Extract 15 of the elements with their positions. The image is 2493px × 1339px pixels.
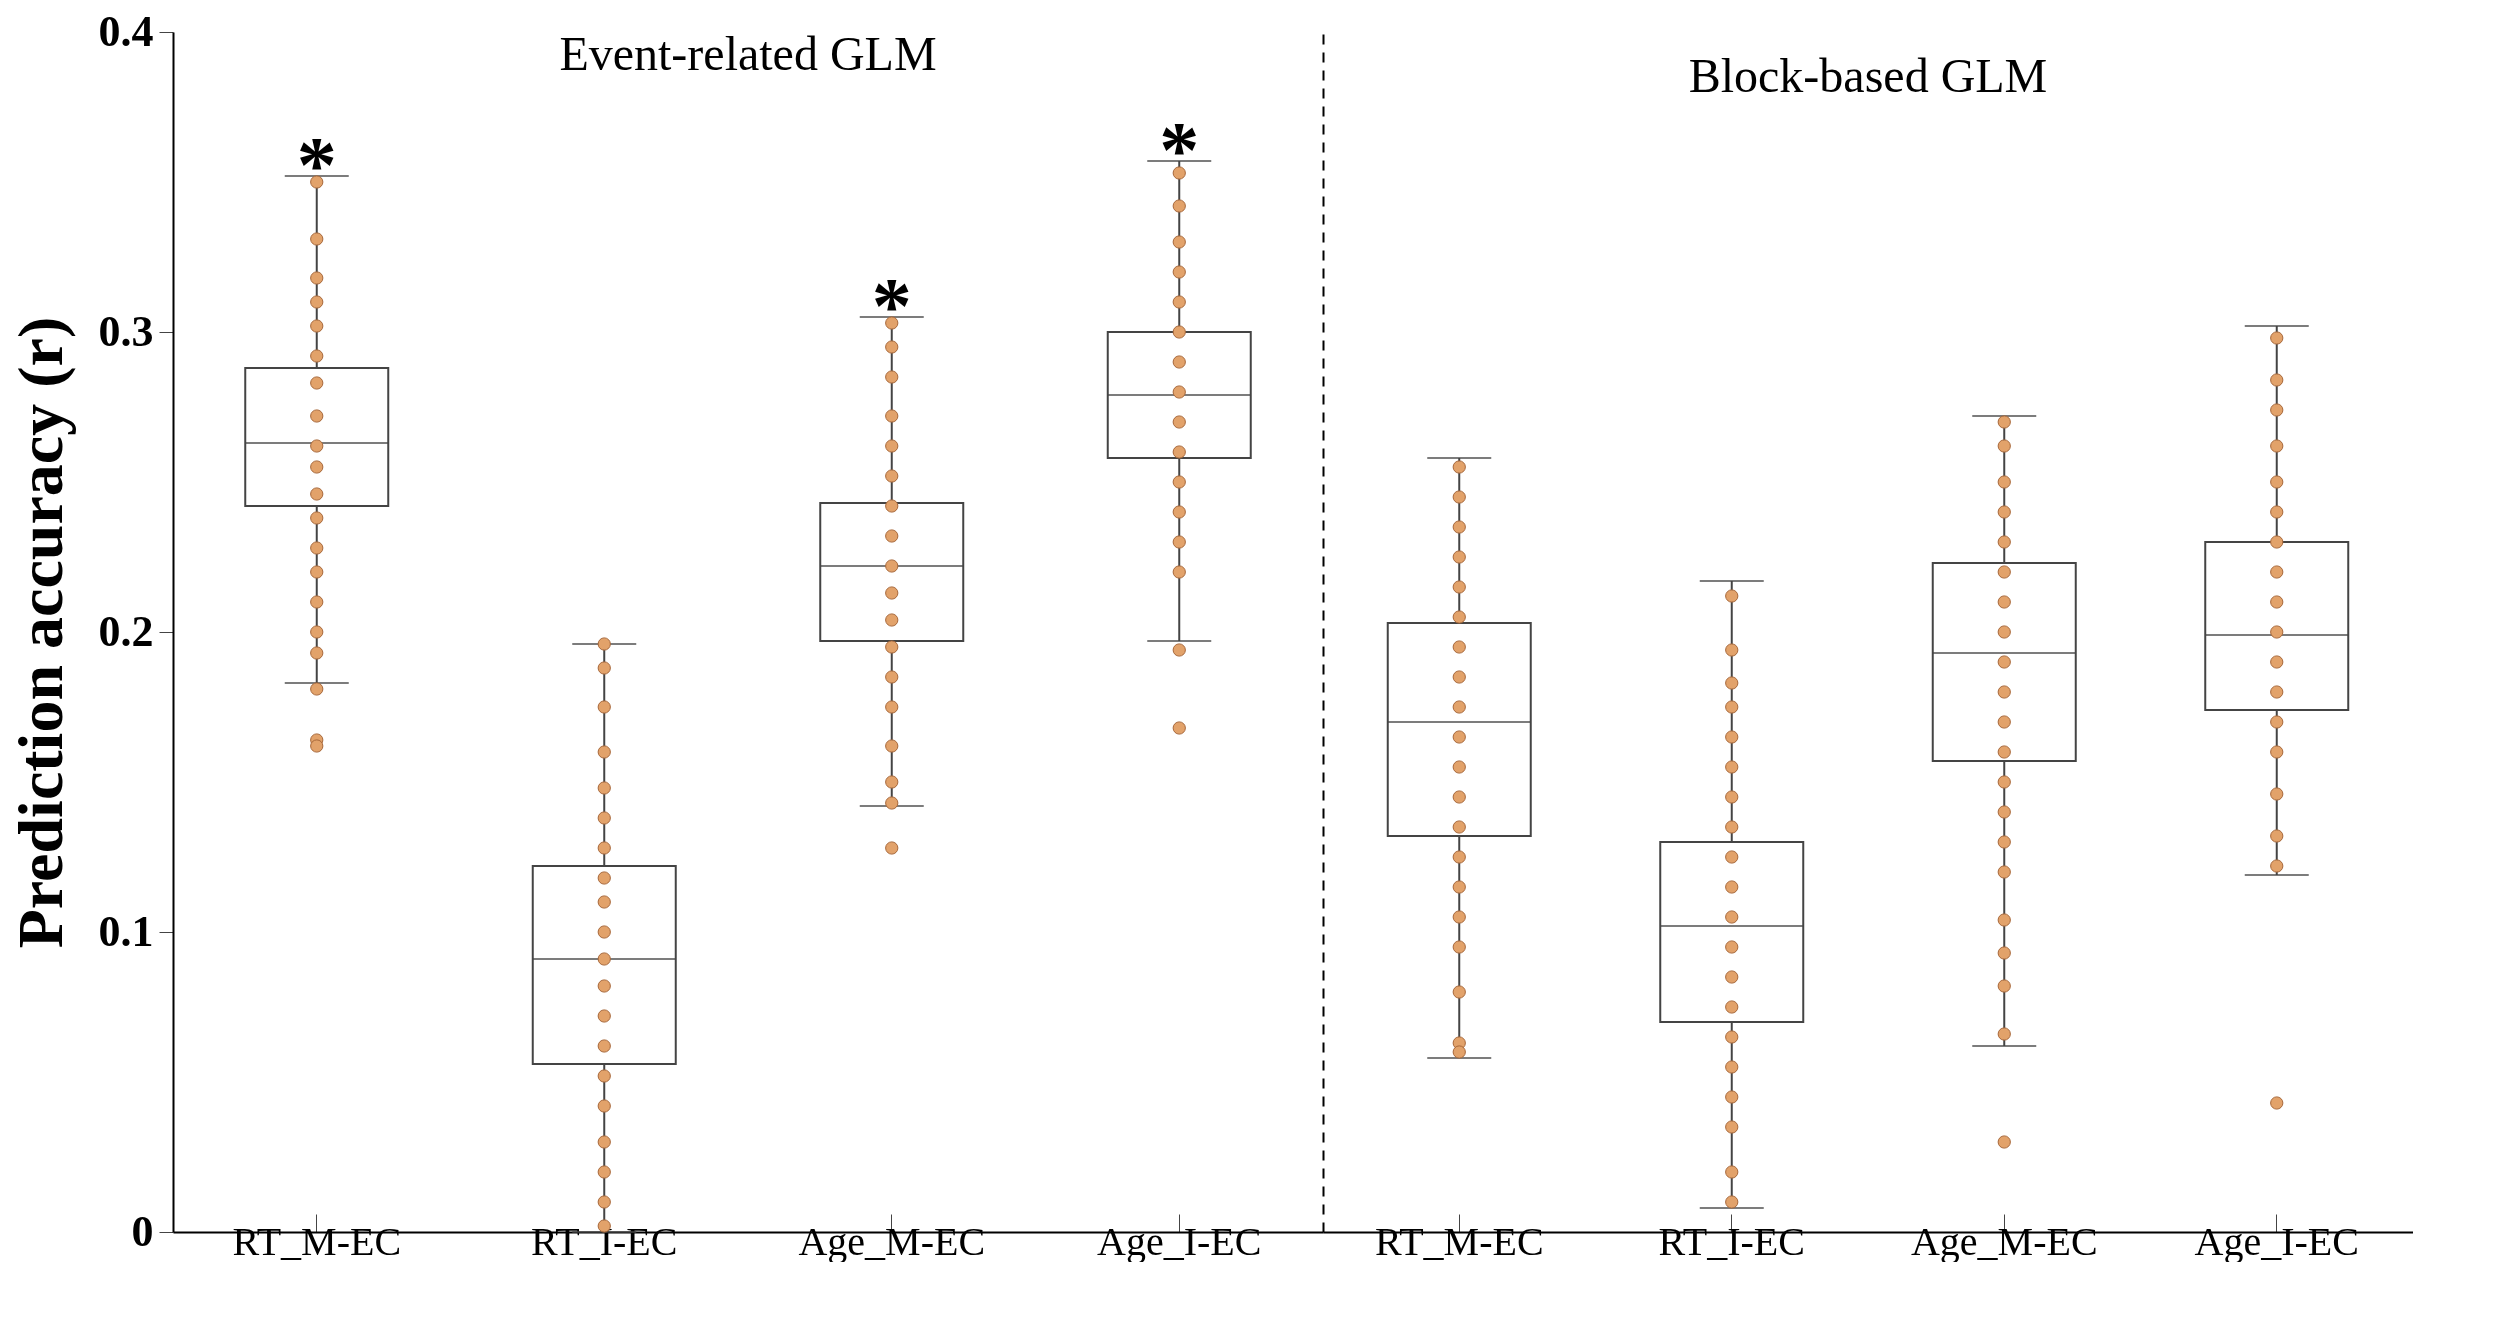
y-tick-label: 0.1: [98, 906, 154, 956]
y-tick-label: 0.4: [98, 6, 154, 56]
x-tick-label: RT_M-EC: [1374, 1218, 1544, 1264]
annotation: *: [296, 121, 337, 209]
chart-title: Event-related GLM: [559, 27, 937, 80]
y-tick-label: 0: [131, 1206, 154, 1256]
x-tick-label: RT_I-EC: [531, 1218, 678, 1264]
y-tick-label: 0.2: [98, 606, 154, 656]
annotation: *: [871, 262, 912, 350]
annotation: *: [1159, 106, 1200, 194]
chart-title: Block-based GLM: [1688, 49, 2048, 102]
y-axis-title: Prediction accuracy (r): [4, 316, 76, 949]
x-tick-label: RT_I-EC: [1658, 1218, 1805, 1264]
x-tick-label: RT_M-EC: [232, 1218, 402, 1264]
y-tick-label: 0.3: [98, 306, 154, 356]
